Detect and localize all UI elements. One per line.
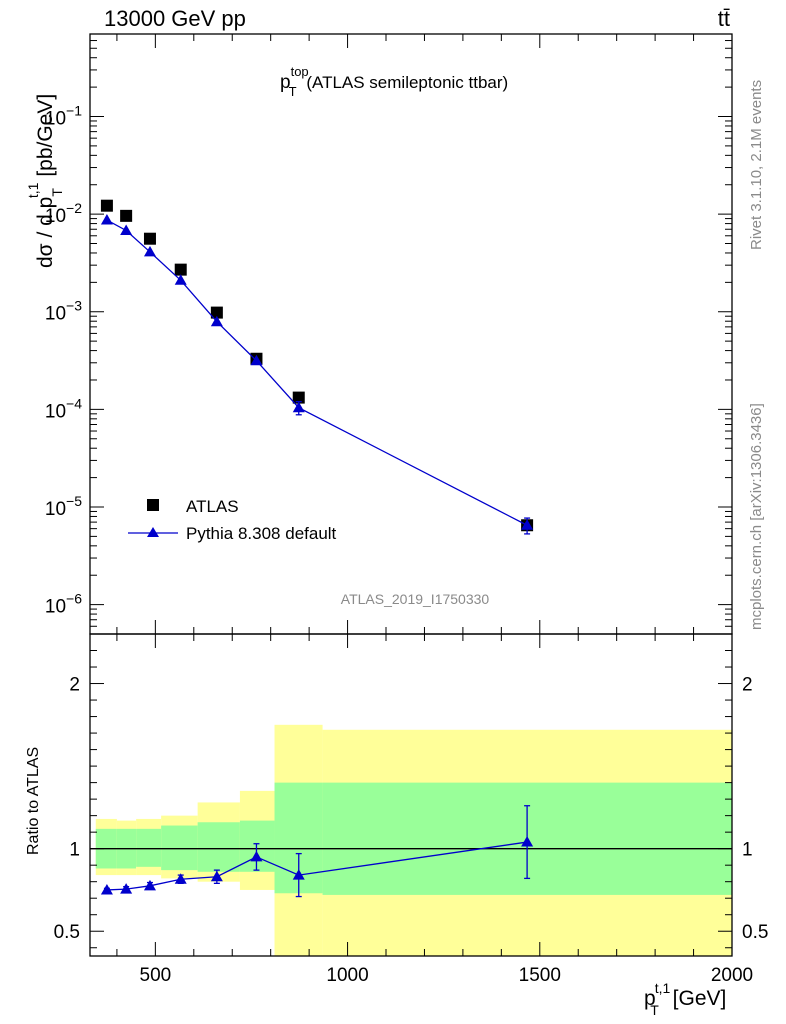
ratio-point-6 [292,869,305,880]
ratio-ytick-label-right-2: 2 [742,675,753,696]
main-y-label: dσ / d pTt,1 [pb/GeV] [25,94,65,268]
ratio-ytick-label-right-0: 0.5 [742,922,768,943]
xtick-label-2: 1500 [519,965,561,986]
ratio-ytick-label-right-1: 1 [742,840,753,861]
atlas-point-6 [292,391,305,404]
main-ytick-label-0: 10−6 [45,591,82,618]
x-axis-label: pt,1 T [GeV] [644,980,726,1018]
main-title: ptop T (ATLAS semileptonic ttbar) [280,64,508,99]
pythia-point-2 [143,245,156,257]
ratio-point-4 [210,870,223,882]
main-ytick-label-5: 10−1 [45,103,82,130]
xtick-label-3: 2000 [711,965,753,986]
legend-pythia-label: Pythia 8.308 default [186,524,337,543]
pythia-point-4 [210,315,223,327]
ratio-point-1 [120,883,133,894]
atlas-point-0 [100,199,113,212]
ratio-point-0 [100,883,113,895]
atlas-point-1 [120,209,133,222]
ratio-point-2 [143,879,156,891]
rivet-label: Rivet 3.1.10, 2.1M events [748,80,765,250]
main-panel-frame [89,33,733,635]
ratio-y-label: Ratio to ATLAS [25,747,42,855]
main-ytick-label-2: 10−4 [45,395,82,422]
pythia-point-3 [174,274,187,285]
legend-atlas-marker [147,499,159,511]
ratio-point-5 [250,850,263,862]
atlas-point-2 [143,232,156,245]
band-inner-2 [136,828,162,867]
ratio-series-group [100,805,534,898]
header-left: 13000 GeV pp [104,6,246,31]
main-ytick-label-3: 10−3 [45,298,82,325]
pythia-point-6 [292,401,305,413]
pythia-point-7 [521,519,534,530]
xtick-label-1: 1000 [326,965,368,986]
pythia-point-1 [120,224,133,235]
band-inner-5 [239,820,275,872]
atlas-point-4 [210,306,223,319]
ratio-ytick-label-left-1: 1 [69,840,80,861]
ratio-uncertainty-bands [95,724,732,956]
legend-atlas-label: ATLAS [186,497,239,516]
xtick-label-0: 500 [140,965,172,986]
ratio-line [106,841,528,891]
ratio-ytick-label-left-0: 0.5 [54,922,80,943]
main-ytick-label-1: 10−5 [45,493,82,520]
pythia-point-5 [250,354,263,366]
main-series-group [100,199,534,535]
legend: ATLAS Pythia 8.308 default [128,497,337,543]
x-axis: 500 1000 1500 2000 [116,34,753,986]
pythia-line [106,219,528,526]
ratio-y-axis: 0.5 0.5 1 1 2 2 [54,650,768,949]
main-y-axis: 10−6 10−5 10−4 10−3 10−2 10−1 [45,40,732,635]
band-inner-4 [197,822,240,872]
legend-pythia-marker [147,527,159,537]
ratio-ytick-label-left-2: 2 [69,675,80,696]
main-ytick-label-4: 10−2 [45,200,82,227]
ratio-point-7 [521,836,534,847]
mcplots-label: mcplots.cern.ch [arXiv:1306.3436] [748,403,765,630]
band-inner-3 [161,825,198,871]
ratio-panel-frame [89,633,733,957]
header-right: tt̄ [718,6,730,31]
ratio-point-3 [174,873,187,884]
pythia-point-0 [100,214,113,225]
analysis-label: ATLAS_2019_I1750330 [341,591,490,607]
atlas-point-3 [174,263,187,276]
